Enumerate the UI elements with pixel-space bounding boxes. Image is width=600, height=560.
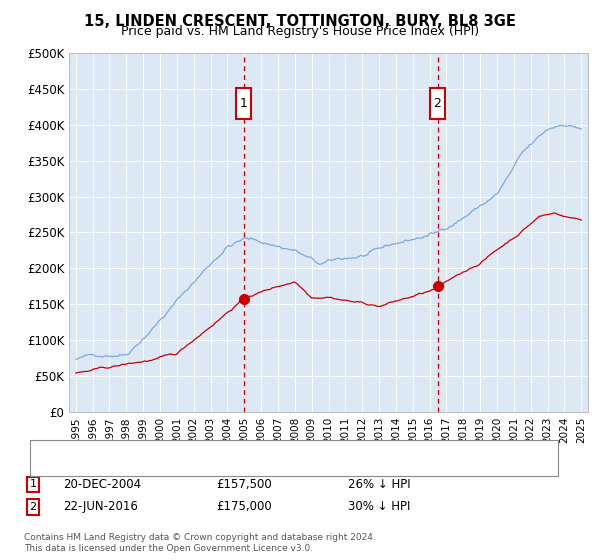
Text: £175,000: £175,000 — [216, 500, 272, 514]
Text: HPI: Average price, detached house, Bury: HPI: Average price, detached house, Bury — [69, 461, 286, 472]
Text: 20-DEC-2004: 20-DEC-2004 — [63, 478, 141, 491]
Text: 15, LINDEN CRESCENT, TOTTINGTON, BURY, BL8 3GE (detached house): 15, LINDEN CRESCENT, TOTTINGTON, BURY, B… — [69, 443, 440, 453]
Text: 1: 1 — [29, 479, 37, 489]
FancyBboxPatch shape — [236, 87, 251, 119]
Text: Price paid vs. HM Land Registry's House Price Index (HPI): Price paid vs. HM Land Registry's House … — [121, 25, 479, 38]
Text: 22-JUN-2016: 22-JUN-2016 — [63, 500, 138, 514]
Text: 15, LINDEN CRESCENT, TOTTINGTON, BURY, BL8 3GE: 15, LINDEN CRESCENT, TOTTINGTON, BURY, B… — [84, 14, 516, 29]
Text: —: — — [42, 439, 59, 457]
Text: 30% ↓ HPI: 30% ↓ HPI — [348, 500, 410, 514]
Text: £157,500: £157,500 — [216, 478, 272, 491]
Text: 2: 2 — [29, 502, 37, 512]
Text: —: — — [42, 458, 59, 475]
Text: Contains HM Land Registry data © Crown copyright and database right 2024.
This d: Contains HM Land Registry data © Crown c… — [24, 533, 376, 553]
Text: 26% ↓ HPI: 26% ↓ HPI — [348, 478, 410, 491]
FancyBboxPatch shape — [430, 87, 445, 119]
Text: 1: 1 — [240, 97, 248, 110]
Text: 2: 2 — [434, 97, 442, 110]
